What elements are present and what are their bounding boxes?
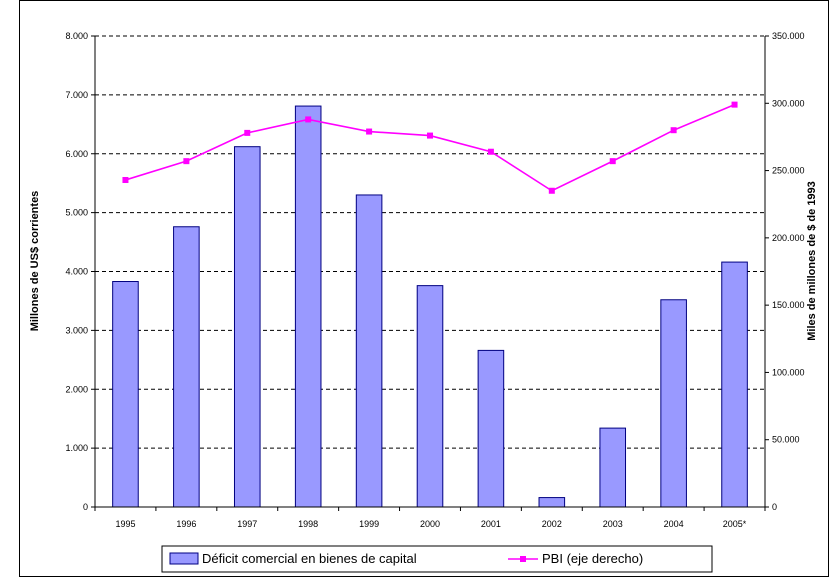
x-axis-ticks: 1995 1996 1997 1998 1999 2000 2001 2002 2003 2004… <box>94 507 766 529</box>
bar <box>294 105 322 508</box>
right-tick-label: 250.000 <box>772 166 805 176</box>
x-tick-label: 2005* <box>723 519 747 529</box>
legend-label-bar: Déficit comercial en bienes de capital <box>202 551 417 566</box>
line-point <box>305 116 312 123</box>
bar <box>173 226 200 508</box>
x-tick-label: 1996 <box>176 519 196 529</box>
line-point <box>609 158 616 165</box>
bar <box>599 427 627 508</box>
chart-frame: 0 1.000 2.000 3.000 4.000 5.000 6.000 7.000 8.00… <box>19 0 829 577</box>
line-point <box>122 176 129 183</box>
x-tick-label: 1995 <box>115 519 135 529</box>
left-tick-label: 2.000 <box>65 384 88 394</box>
right-tick-label: 200.000 <box>772 233 805 243</box>
line-point <box>183 158 190 165</box>
right-axis-title: Miles de millones de $ de 1993 <box>806 181 818 341</box>
line-point <box>670 127 677 134</box>
x-tick-label: 2000 <box>420 519 440 529</box>
line-point <box>427 132 433 139</box>
right-tick-label: 300.000 <box>772 98 805 108</box>
line-point <box>487 148 494 155</box>
legend: Déficit comercial en bienes de capital P… <box>161 545 713 573</box>
left-tick-label: 6.000 <box>65 149 88 159</box>
left-axis-title: Millones de US$ corrientes <box>29 191 41 332</box>
left-tick-label: 0 <box>83 502 88 512</box>
x-tick-label: 1997 <box>237 519 257 529</box>
line-point <box>366 128 373 135</box>
bar-series <box>112 105 748 508</box>
x-tick-label: 1999 <box>359 519 379 529</box>
legend-swatch-bar <box>169 552 199 565</box>
left-axis-ticks: 0 1.000 2.000 3.000 4.000 5.000 6.000 7.000 8.00… <box>65 31 95 512</box>
left-tick-label: 3.000 <box>65 325 88 335</box>
bar <box>112 281 139 508</box>
line-point <box>731 101 738 108</box>
x-tick-label: 2004 <box>664 519 684 529</box>
right-tick-label: 150.000 <box>772 300 805 310</box>
legend-box <box>161 545 713 573</box>
x-tick-label: 2002 <box>542 519 562 529</box>
bar <box>660 299 687 508</box>
bar <box>355 194 383 508</box>
right-axis-ticks: 0 50.000 100.000 150.000 200.000 250.000 300.0… <box>765 31 805 512</box>
bar <box>477 349 505 508</box>
line-point <box>548 187 555 194</box>
right-tick-label: 50.000 <box>772 435 800 445</box>
right-tick-label: 0 <box>772 502 777 512</box>
x-tick-label: 2001 <box>481 519 501 529</box>
bar <box>233 146 261 508</box>
bar <box>721 261 748 508</box>
left-tick-label: 5.000 <box>65 208 88 218</box>
line-point <box>244 129 251 136</box>
bar <box>416 285 444 508</box>
legend-swatch-marker <box>520 556 526 562</box>
line-path <box>125 103 735 192</box>
left-tick-label: 1.000 <box>65 443 88 453</box>
left-tick-label: 7.000 <box>65 90 88 100</box>
x-tick-label: 1998 <box>298 519 318 529</box>
right-tick-label: 350.000 <box>772 31 805 41</box>
legend-label-line: PBI (eje derecho) <box>542 551 643 566</box>
combo-chart: 0 1.000 2.000 3.000 4.000 5.000 6.000 7.000 8.00… <box>29 31 818 573</box>
line-series <box>122 101 738 194</box>
right-tick-label: 100.000 <box>772 367 805 377</box>
left-tick-label: 4.000 <box>65 267 88 277</box>
left-tick-label: 8.000 <box>65 31 88 41</box>
bar <box>538 497 566 508</box>
x-tick-label: 2003 <box>603 519 623 529</box>
